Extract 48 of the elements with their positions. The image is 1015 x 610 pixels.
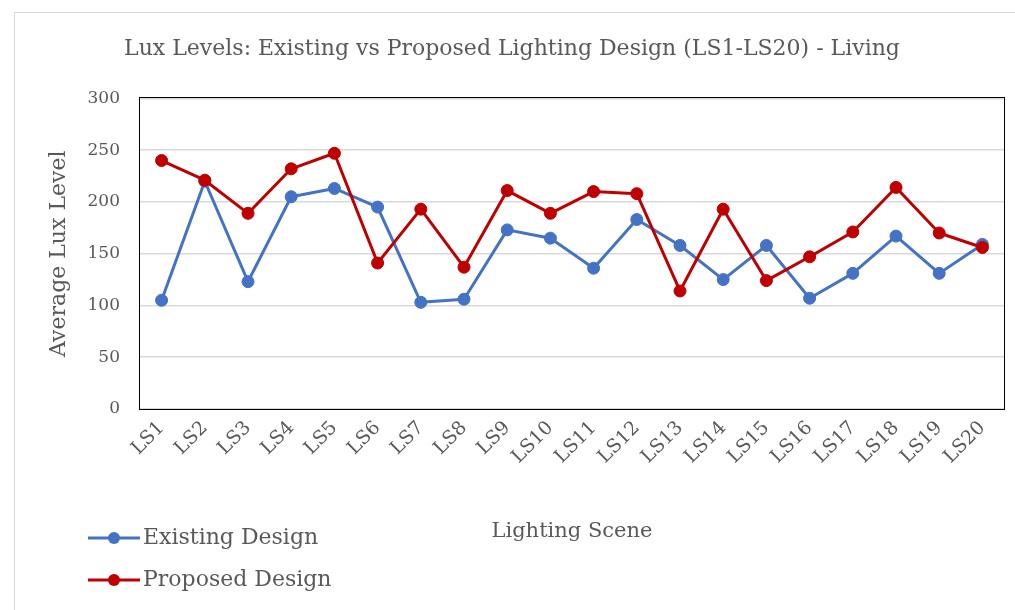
chart-title: Lux Levels: Existing vs Proposed Lighting Design (LS1-LS20) - Living	[124, 34, 900, 60]
point	[284, 190, 298, 204]
point	[846, 225, 860, 239]
legend-label: Existing Design	[143, 523, 319, 549]
point	[673, 284, 687, 298]
point	[587, 261, 601, 275]
point	[716, 273, 730, 287]
point	[673, 238, 687, 252]
point	[371, 256, 385, 270]
point	[716, 202, 730, 216]
point	[587, 185, 601, 199]
point	[803, 291, 817, 305]
point	[327, 146, 341, 160]
point	[155, 293, 169, 307]
point	[889, 229, 903, 243]
point	[500, 223, 514, 237]
point	[759, 274, 773, 288]
y-tick-label: 0	[109, 397, 120, 418]
y-tick-label: 250	[87, 138, 120, 159]
point	[759, 238, 773, 252]
point	[543, 231, 557, 245]
y-tick-label: 150	[87, 242, 120, 263]
point	[327, 181, 341, 195]
x-axis-title: Lighting Scene	[491, 517, 653, 542]
point	[371, 200, 385, 214]
point	[500, 184, 514, 198]
y-tick-label: 100	[87, 293, 120, 314]
point	[803, 250, 817, 264]
point	[846, 266, 860, 280]
point	[543, 206, 557, 220]
point	[241, 206, 255, 220]
point	[414, 295, 428, 309]
y-tick-label: 200	[87, 190, 120, 211]
legend-label: Proposed Design	[143, 565, 332, 591]
point	[889, 180, 903, 194]
point	[241, 275, 255, 289]
point	[414, 202, 428, 216]
point	[630, 213, 644, 227]
point	[932, 226, 946, 240]
point	[155, 154, 169, 168]
point	[932, 266, 946, 280]
point	[630, 187, 644, 201]
point	[457, 292, 471, 306]
point	[457, 260, 471, 274]
point	[284, 162, 298, 176]
y-tick-label: 300	[87, 86, 120, 107]
y-tick-label: 50	[98, 345, 120, 366]
y-axis-title: Average Lux Level	[44, 150, 70, 358]
